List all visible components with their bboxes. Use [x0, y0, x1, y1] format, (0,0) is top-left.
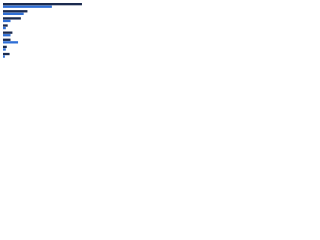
- bar: [3, 2, 82, 6]
- bar: [3, 38, 11, 41]
- bar: [3, 10, 28, 13]
- bar: [3, 48, 6, 51]
- bar: [3, 17, 21, 20]
- bar: [3, 45, 7, 49]
- bar: [3, 19, 11, 23]
- bar: [3, 5, 52, 8]
- bar: [3, 52, 10, 56]
- bar: [3, 55, 5, 58]
- bar: [3, 26, 6, 30]
- chart: [3, 2, 82, 58]
- bar: [3, 24, 8, 27]
- bar: [3, 12, 24, 15]
- bar: [3, 34, 11, 37]
- bar: [3, 31, 13, 34]
- bar: [3, 41, 19, 44]
